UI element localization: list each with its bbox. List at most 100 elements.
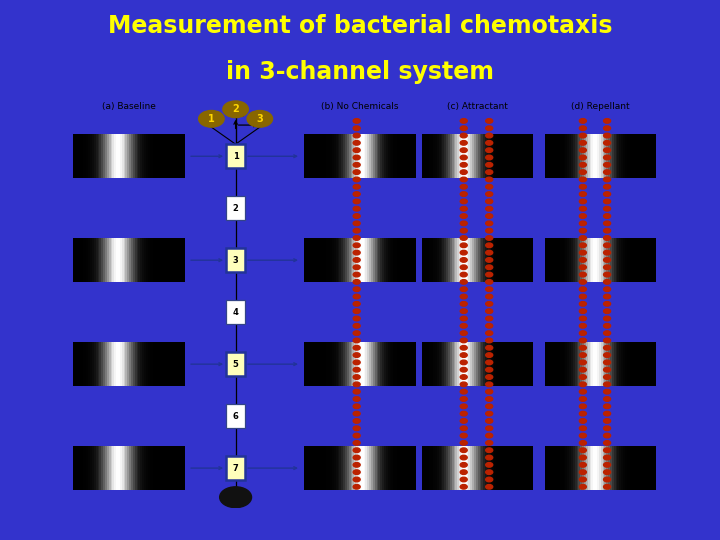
Bar [588, 446, 590, 490]
Bar [487, 446, 489, 490]
Circle shape [603, 353, 611, 357]
Bar [98, 134, 99, 178]
Bar [356, 134, 358, 178]
Bar [442, 238, 444, 282]
Bar [319, 134, 321, 178]
Bar [406, 446, 408, 490]
Bar [573, 238, 575, 282]
Bar [489, 342, 491, 386]
Bar [632, 446, 634, 490]
Bar [392, 342, 393, 386]
Bar [638, 134, 640, 178]
Circle shape [486, 397, 492, 401]
Bar [459, 238, 461, 282]
Bar [597, 134, 599, 178]
Bar [603, 238, 604, 282]
Bar [308, 342, 310, 386]
Bar [577, 342, 578, 386]
Bar [429, 238, 431, 282]
Bar [312, 446, 313, 490]
Circle shape [603, 235, 611, 240]
Bar [526, 342, 528, 386]
Circle shape [460, 375, 467, 379]
Bar [174, 238, 176, 282]
Circle shape [603, 192, 611, 197]
Bar [178, 342, 179, 386]
Bar [513, 342, 515, 386]
Bar [304, 342, 415, 386]
Circle shape [603, 382, 611, 387]
Bar [560, 134, 562, 178]
Bar [456, 238, 457, 282]
Bar [483, 342, 485, 386]
Bar [606, 134, 608, 178]
Circle shape [603, 170, 611, 174]
Bar [546, 342, 549, 386]
Bar [364, 134, 366, 178]
Bar [456, 446, 457, 490]
Bar [623, 238, 625, 282]
Bar [153, 342, 156, 386]
Circle shape [603, 418, 611, 423]
Bar [315, 134, 317, 178]
Bar [332, 342, 334, 386]
Circle shape [354, 199, 360, 204]
Bar [304, 446, 306, 490]
Bar [356, 342, 358, 386]
Bar [567, 446, 569, 490]
Bar [373, 446, 374, 490]
Bar [518, 134, 521, 178]
Bar [554, 134, 556, 178]
Bar [379, 342, 380, 386]
Circle shape [486, 126, 492, 131]
Bar [431, 134, 433, 178]
Circle shape [603, 375, 611, 379]
Bar [564, 134, 565, 178]
Circle shape [580, 185, 586, 189]
Circle shape [354, 177, 360, 182]
Bar [613, 446, 616, 490]
Circle shape [580, 397, 586, 401]
Bar [603, 134, 604, 178]
Text: 1: 1 [208, 114, 215, 124]
Bar [323, 134, 325, 178]
Bar [565, 238, 567, 282]
Bar [367, 446, 369, 490]
Circle shape [603, 155, 611, 160]
Bar [369, 446, 371, 490]
Bar [151, 446, 153, 490]
Bar [483, 446, 485, 490]
Bar [176, 342, 178, 386]
Bar [358, 342, 360, 386]
Bar [116, 342, 118, 386]
Bar [522, 238, 524, 282]
Circle shape [460, 192, 467, 197]
Bar [567, 342, 569, 386]
Circle shape [486, 140, 492, 145]
Circle shape [460, 294, 467, 299]
Bar [582, 134, 584, 178]
Circle shape [486, 309, 492, 313]
Bar [156, 342, 157, 386]
Bar [339, 342, 341, 386]
Bar [518, 446, 521, 490]
Circle shape [603, 272, 611, 277]
Bar [480, 238, 482, 282]
Bar [626, 342, 629, 386]
Bar [174, 342, 176, 386]
Bar [179, 238, 181, 282]
Bar [518, 238, 521, 282]
Bar [410, 238, 412, 282]
Bar [571, 446, 573, 490]
Bar [352, 342, 354, 386]
Bar [98, 446, 99, 490]
Bar [390, 238, 392, 282]
Bar [470, 446, 472, 490]
Bar [467, 446, 469, 490]
Bar [483, 134, 485, 178]
Bar [619, 134, 621, 178]
Bar [613, 134, 616, 178]
Bar [156, 134, 157, 178]
Bar [183, 446, 185, 490]
Bar [509, 446, 511, 490]
